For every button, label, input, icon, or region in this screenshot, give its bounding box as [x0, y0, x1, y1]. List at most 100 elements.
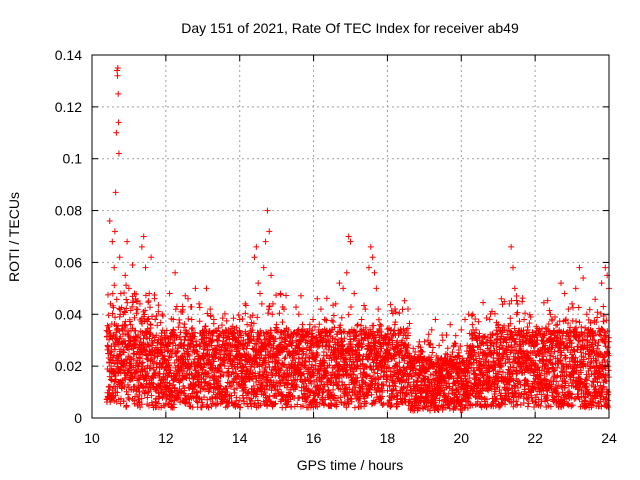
data-point: [236, 316, 243, 323]
y-tick-label: 0.06: [55, 254, 82, 270]
data-point: [554, 321, 561, 328]
data-point: [120, 311, 127, 318]
data-point: [225, 326, 232, 333]
data-point: [277, 290, 284, 297]
data-point: [465, 311, 472, 318]
data-point: [458, 326, 465, 333]
data-point: [199, 332, 206, 339]
data-point: [140, 233, 147, 240]
data-point: [244, 321, 251, 328]
y-tick-labels: 0 0.02 0.04 0.06 0.08 0.1 0.12 0.14: [55, 47, 82, 426]
y-tick-label: 0.08: [55, 203, 82, 219]
data-point: [299, 321, 306, 328]
data-point: [115, 150, 122, 157]
x-tick-label: 20: [453, 430, 469, 446]
y-tick-label: 0.12: [55, 99, 82, 115]
plot-frame: [91, 54, 610, 419]
data-point: [336, 280, 343, 287]
data-point: [354, 321, 361, 328]
data-point: [114, 64, 121, 71]
data-point: [413, 357, 420, 364]
data-point: [388, 326, 395, 333]
data-point: [517, 332, 524, 339]
data-point: [268, 272, 275, 279]
data-point: [113, 129, 120, 136]
data-point: [557, 280, 564, 287]
data-point: [155, 347, 162, 354]
data-point: [114, 72, 121, 79]
data-point: [108, 368, 115, 375]
data-point: [133, 306, 140, 313]
data-point: [532, 342, 539, 349]
data-point: [251, 254, 258, 261]
data-point: [253, 243, 260, 250]
data-point: [391, 321, 398, 328]
data-point: [473, 326, 480, 333]
data-point: [151, 337, 158, 344]
data-point: [535, 347, 542, 354]
data-point: [321, 316, 328, 323]
data-point: [306, 321, 313, 328]
data-point: [148, 254, 155, 261]
data-point: [594, 342, 601, 349]
data-point: [115, 119, 122, 126]
x-tick-label: 12: [158, 430, 174, 446]
data-point: [122, 272, 129, 279]
data-point: [399, 337, 406, 344]
data-point: [375, 306, 382, 313]
data-point: [340, 285, 347, 292]
data-point: [264, 207, 271, 214]
data-point: [110, 332, 117, 339]
data-point: [105, 383, 112, 390]
data-point: [425, 337, 432, 344]
data-point: [166, 290, 173, 297]
data-point: [351, 290, 358, 297]
noise-marks: [103, 282, 612, 414]
data-point: [369, 254, 376, 261]
data-point: [521, 316, 528, 323]
data-point: [111, 228, 118, 235]
data-point: [367, 243, 374, 250]
data-point: [229, 342, 236, 349]
data-point: [506, 300, 513, 307]
data-point: [111, 264, 118, 271]
data-point: [281, 306, 288, 313]
data-point: [173, 303, 180, 310]
dense-noise-marks: [103, 282, 612, 414]
data-point: [487, 342, 494, 349]
x-tick-label: 24: [601, 430, 617, 446]
data-point: [569, 300, 576, 307]
data-point: [587, 326, 594, 333]
y-tick-label: 0.02: [55, 358, 82, 374]
data-point: [192, 285, 199, 292]
data-point: [162, 357, 169, 364]
data-point: [106, 217, 113, 224]
data-point: [314, 295, 321, 302]
data-point: [428, 326, 435, 333]
data-point: [345, 233, 352, 240]
data-point: [118, 357, 125, 364]
data-point: [484, 352, 491, 359]
data-point: [185, 295, 192, 302]
data-point: [402, 342, 409, 349]
data-point: [137, 300, 144, 307]
data-point: [410, 363, 417, 370]
data-point: [146, 290, 153, 297]
data-point: [144, 316, 151, 323]
data-point: [159, 311, 166, 318]
data-point: [576, 264, 583, 271]
data-point: [421, 368, 428, 375]
data-point: [450, 342, 457, 349]
data-point: [214, 337, 221, 344]
data-point: [347, 238, 354, 245]
data-point: [495, 357, 502, 364]
data-point: [365, 264, 372, 271]
data-point: [233, 352, 240, 359]
data-point: [343, 269, 350, 276]
x-axis-label: GPS time / hours: [297, 457, 404, 473]
data-point: [221, 357, 228, 364]
data-point: [115, 90, 122, 97]
data-point: [436, 342, 443, 349]
y-tick-label: 0.14: [55, 47, 82, 63]
data-point: [539, 363, 546, 370]
